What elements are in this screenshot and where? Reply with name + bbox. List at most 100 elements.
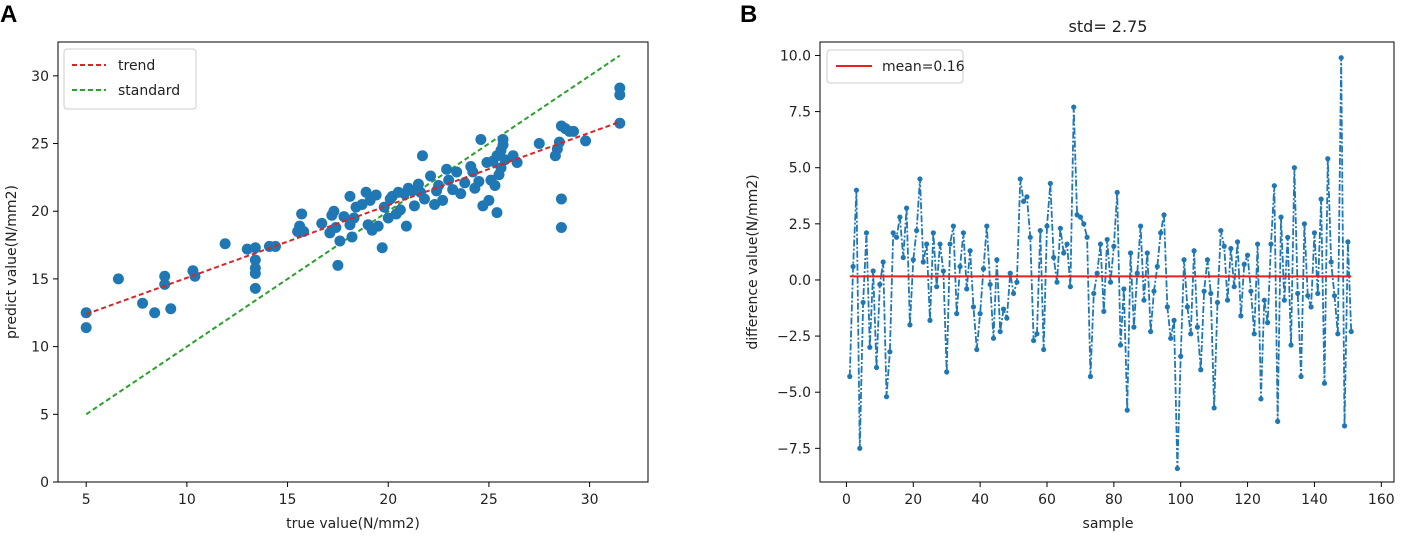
difference-point (1020, 198, 1027, 204)
legend-standard-label: standard (118, 83, 180, 99)
scatter-point (455, 188, 467, 200)
difference-point (997, 328, 1003, 335)
difference-point (1117, 342, 1124, 348)
legend-trend-label: trend (118, 58, 155, 74)
scatter-point (376, 242, 388, 254)
difference-point (860, 299, 866, 306)
difference-point (1191, 248, 1197, 254)
scatter-point (416, 150, 428, 162)
scatter-point (159, 270, 171, 282)
difference-point (954, 311, 960, 317)
difference-point (1094, 270, 1100, 276)
difference-point (1178, 353, 1184, 359)
panel-letter-a: A (0, 1, 17, 28)
difference-point (857, 445, 863, 451)
difference-point (1328, 259, 1334, 265)
scatter-point (80, 322, 92, 334)
difference-point (1224, 297, 1231, 303)
scatter-point (159, 278, 171, 290)
difference-point (967, 248, 973, 254)
difference-point (1017, 176, 1023, 182)
chart-b-ytick-label: 10.0 (780, 48, 811, 64)
difference-point (947, 241, 953, 247)
chart-a-ytick-label: 0 (40, 475, 49, 491)
scatter-point (165, 303, 177, 315)
difference-point (1174, 465, 1180, 472)
difference-point (1295, 290, 1301, 297)
difference-point (1348, 328, 1354, 335)
scatter-point (149, 307, 161, 319)
scatter-point (316, 217, 328, 229)
difference-point (1261, 297, 1267, 303)
difference-point (850, 263, 856, 270)
difference-point (1124, 407, 1130, 413)
difference-point (1288, 342, 1294, 348)
scatter-point (483, 194, 495, 206)
chart-b-xtick-label: 140 (1301, 492, 1328, 508)
chart-b-ytick-label: 7.5 (789, 105, 811, 121)
difference-point (1244, 252, 1251, 258)
difference-point (1158, 230, 1164, 236)
chart-a-ytick-label: 15 (31, 272, 49, 288)
scatter-point (614, 117, 626, 129)
scatter-point (370, 189, 382, 201)
scatter-point (425, 170, 437, 182)
chart-a-xtick-label: 10 (178, 492, 196, 508)
scatter-point (418, 193, 430, 205)
scatter-point (533, 138, 545, 150)
difference-point (1004, 315, 1010, 321)
chart-b-xtick-label: 100 (1167, 492, 1194, 508)
difference-point (940, 268, 946, 274)
scatter-point (408, 200, 420, 212)
scatter-point (249, 242, 261, 254)
difference-point (1251, 331, 1257, 337)
scatter-point (249, 254, 261, 266)
scatter-point (437, 194, 449, 206)
difference-point (1275, 418, 1281, 424)
difference-point (847, 373, 853, 380)
chart-b-frame (819, 41, 1395, 483)
difference-point (880, 259, 886, 265)
scatter-point (112, 273, 124, 285)
difference-point (1031, 337, 1037, 344)
chart-b-xtick-label: 60 (1038, 492, 1056, 508)
difference-point (1301, 221, 1308, 227)
difference-point (1278, 214, 1284, 220)
difference-point (870, 268, 876, 274)
difference-point (1298, 373, 1304, 380)
chart-b-xtick-label: 40 (971, 492, 989, 508)
chart-b: std= 2.75 0 20 40 60 80 100 120 140 160 −7.5 −5.0 −… (745, 17, 1395, 532)
chart-b-xtick-label: 80 (1105, 492, 1123, 508)
difference-point (1087, 373, 1094, 380)
difference-point (900, 254, 906, 261)
chart-a-points (80, 82, 626, 334)
difference-point (1054, 279, 1060, 285)
difference-point (1148, 328, 1154, 335)
chart-b-ytick-label: −2.5 (777, 329, 811, 345)
difference-point (1321, 380, 1328, 386)
scatter-point (555, 221, 567, 233)
scatter-point (580, 135, 592, 147)
difference-point (1234, 239, 1241, 245)
difference-point (873, 364, 880, 371)
chart-a-xtick-label: 15 (279, 492, 297, 508)
chart-a-xtick-label: 5 (82, 492, 91, 508)
chart-a-ytick-label: 30 (31, 69, 49, 85)
difference-point (1311, 230, 1318, 236)
difference-point (1037, 227, 1043, 234)
scatter-point (473, 175, 485, 187)
difference-point (1218, 227, 1224, 234)
chart-b-legend: mean=0.16 (826, 49, 965, 84)
difference-point (944, 369, 950, 375)
difference-point (1168, 335, 1174, 341)
difference-point (1071, 104, 1077, 110)
difference-point (1188, 331, 1194, 337)
scatter-point (400, 220, 412, 232)
difference-point (980, 266, 987, 272)
chart-b-xtick-label: 0 (842, 492, 851, 508)
difference-point (1325, 156, 1331, 162)
difference-point (1171, 317, 1177, 323)
scatter-point (497, 139, 509, 151)
scatter-point (328, 205, 340, 217)
scatter-point (459, 177, 471, 189)
